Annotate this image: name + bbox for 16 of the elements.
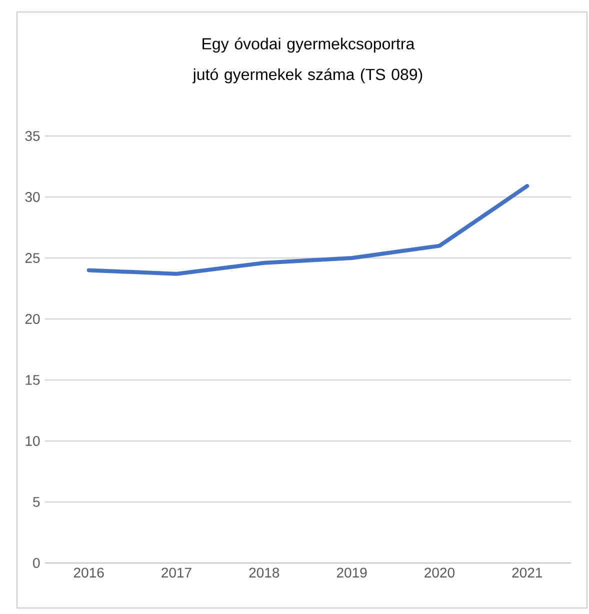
x-tick-label: 2020 <box>424 568 454 578</box>
y-tick-label: 15 <box>26 375 40 385</box>
x-tick-label: 2016 <box>74 568 104 578</box>
x-tick-label: 2018 <box>249 568 280 578</box>
y-tick-label: 10 <box>26 436 40 446</box>
x-tick-label: 2021 <box>512 568 542 578</box>
y-tick-label: 20 <box>25 314 40 324</box>
x-tick-label: 2017 <box>162 568 192 578</box>
chart-title: Egy óvodai gyermekcsoportra jutó gyermekek száma (TS 089) <box>192 38 422 84</box>
y-tick-label: 5 <box>33 497 40 507</box>
line-series <box>86 184 530 276</box>
x-tick-label: 2019 <box>336 568 367 578</box>
y-tick-label: 25 <box>25 253 40 263</box>
y-tick-label: 0 <box>33 558 40 568</box>
y-tick-label: 30 <box>25 192 40 202</box>
y-tick-label: 35 <box>25 131 40 141</box>
